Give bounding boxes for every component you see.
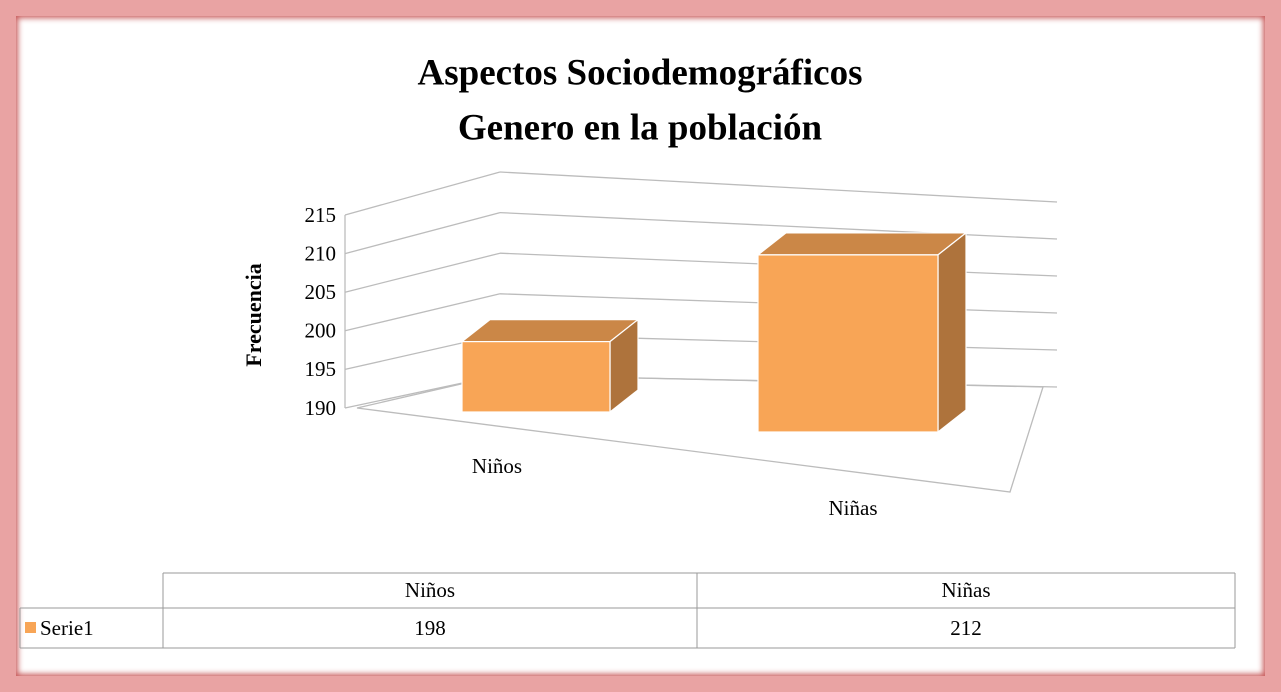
chart-title: Aspectos Sociodemográficos — [418, 52, 863, 93]
table-header: Niños — [405, 578, 455, 602]
grid-line — [344, 171, 501, 216]
bar-side — [937, 231, 967, 434]
grid-line — [344, 252, 501, 293]
x-tick-label: Niños — [472, 454, 522, 478]
bar — [461, 341, 611, 413]
y-tick-label: 215 — [305, 203, 337, 227]
y-tick-label: 200 — [305, 319, 337, 343]
table-value: 198 — [414, 616, 446, 640]
y-tick-label: 195 — [305, 357, 337, 381]
y-tick-label: 190 — [305, 396, 337, 420]
grid-line — [344, 293, 501, 332]
table-value: 212 — [950, 616, 982, 640]
grid-line — [344, 211, 501, 255]
y-tick-label: 210 — [305, 241, 337, 265]
chart-title: Genero en la población — [458, 107, 823, 148]
legend-label: Serie1 — [40, 616, 94, 640]
legend-swatch — [25, 622, 36, 633]
grid-line — [499, 171, 1058, 203]
x-tick-label: Niñas — [829, 496, 878, 520]
table-header: Niñas — [942, 578, 991, 602]
bar-top — [460, 319, 640, 343]
grid-line — [499, 211, 1058, 240]
bar-top — [756, 232, 968, 256]
y-axis-label: Frecuencia — [241, 263, 266, 366]
y-tick-label: 205 — [305, 280, 337, 304]
bar — [757, 254, 939, 433]
